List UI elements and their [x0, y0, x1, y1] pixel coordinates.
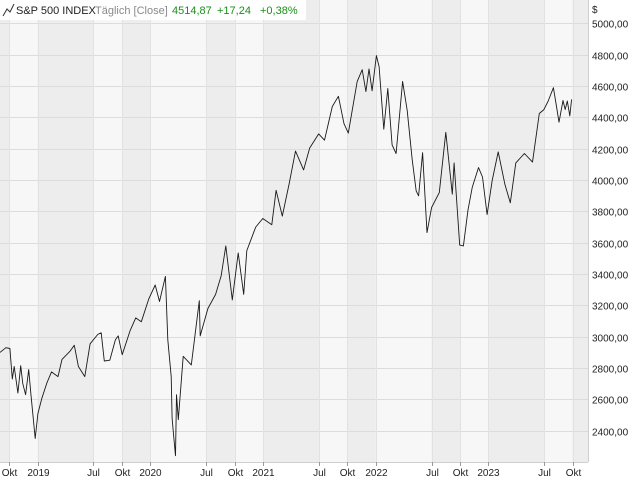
y-tick-label: 2800,00 — [592, 365, 629, 376]
series-line — [0, 55, 573, 457]
period-band — [121, 0, 151, 462]
y-tick-label: 3800,00 — [592, 208, 629, 219]
x-tick-label: Okt — [115, 468, 131, 479]
vertical-gridlines — [9, 0, 574, 462]
x-tick-label: Jul — [87, 468, 100, 479]
x-tick-label: Jul — [200, 468, 213, 479]
y-tick-label: 4600,00 — [592, 83, 629, 94]
x-tick-label: Jul — [426, 468, 439, 479]
x-tick-label: Okt — [566, 468, 582, 479]
horizontal-gridlines — [0, 23, 588, 432]
x-tick-label: Jul — [313, 468, 326, 479]
period-bands — [0, 0, 588, 462]
period-band — [206, 0, 235, 462]
y-tick-label: 2400,00 — [592, 428, 629, 439]
x-tick-label: Okt — [453, 468, 469, 479]
x-tick-label: 2022 — [365, 468, 388, 479]
period-band — [0, 0, 10, 462]
interval-label: Täglich [Close] — [95, 5, 168, 17]
header-background — [0, 0, 306, 20]
x-tick-label: Okt — [228, 468, 244, 479]
x-tick-label: Okt — [340, 468, 356, 479]
y-tick-label: 4800,00 — [592, 52, 629, 63]
y-tick-label: 4400,00 — [592, 114, 629, 125]
instrument-name: S&P 500 INDEX — [16, 5, 97, 17]
x-tick-label: 2023 — [477, 468, 500, 479]
period-band — [431, 0, 460, 462]
last-value: 4514,87 — [172, 5, 212, 17]
x-tick-label: 2021 — [252, 468, 275, 479]
y-tick-label: 3000,00 — [592, 334, 629, 345]
y-tick-label: 2600,00 — [592, 396, 629, 407]
x-tick-label: Jul — [538, 468, 551, 479]
y-tick-label: 4000,00 — [592, 177, 629, 188]
period-band — [37, 0, 94, 462]
y-tick-label: 3600,00 — [592, 240, 629, 251]
period-band — [488, 0, 545, 462]
period-band — [347, 0, 376, 462]
y-tick-label: 4200,00 — [592, 146, 629, 157]
y-axis-labels: 2400,00 2600,00 2800,00 3000,00 3200,00 3400,… — [592, 20, 629, 439]
y-tick-label: 3200,00 — [592, 302, 629, 313]
line-chart-icon — [2, 3, 15, 17]
period-band — [263, 0, 319, 462]
x-tick-label: 2020 — [139, 468, 162, 479]
change-percent: +0,38% — [260, 5, 298, 17]
change-absolute: +17,24 — [217, 5, 251, 17]
period-band — [572, 0, 588, 462]
y-tick-label: 3400,00 — [592, 271, 629, 282]
x-axis-labels: Okt 2019 Jul Okt 2020 Jul Okt 2021 Jul Okt 2022 Jul… — [2, 462, 582, 479]
currency-label: $ — [592, 5, 598, 16]
y-tick-label: 5000,00 — [592, 20, 629, 31]
x-tick-label: Okt — [2, 468, 18, 479]
x-tick-label: 2019 — [27, 468, 50, 479]
